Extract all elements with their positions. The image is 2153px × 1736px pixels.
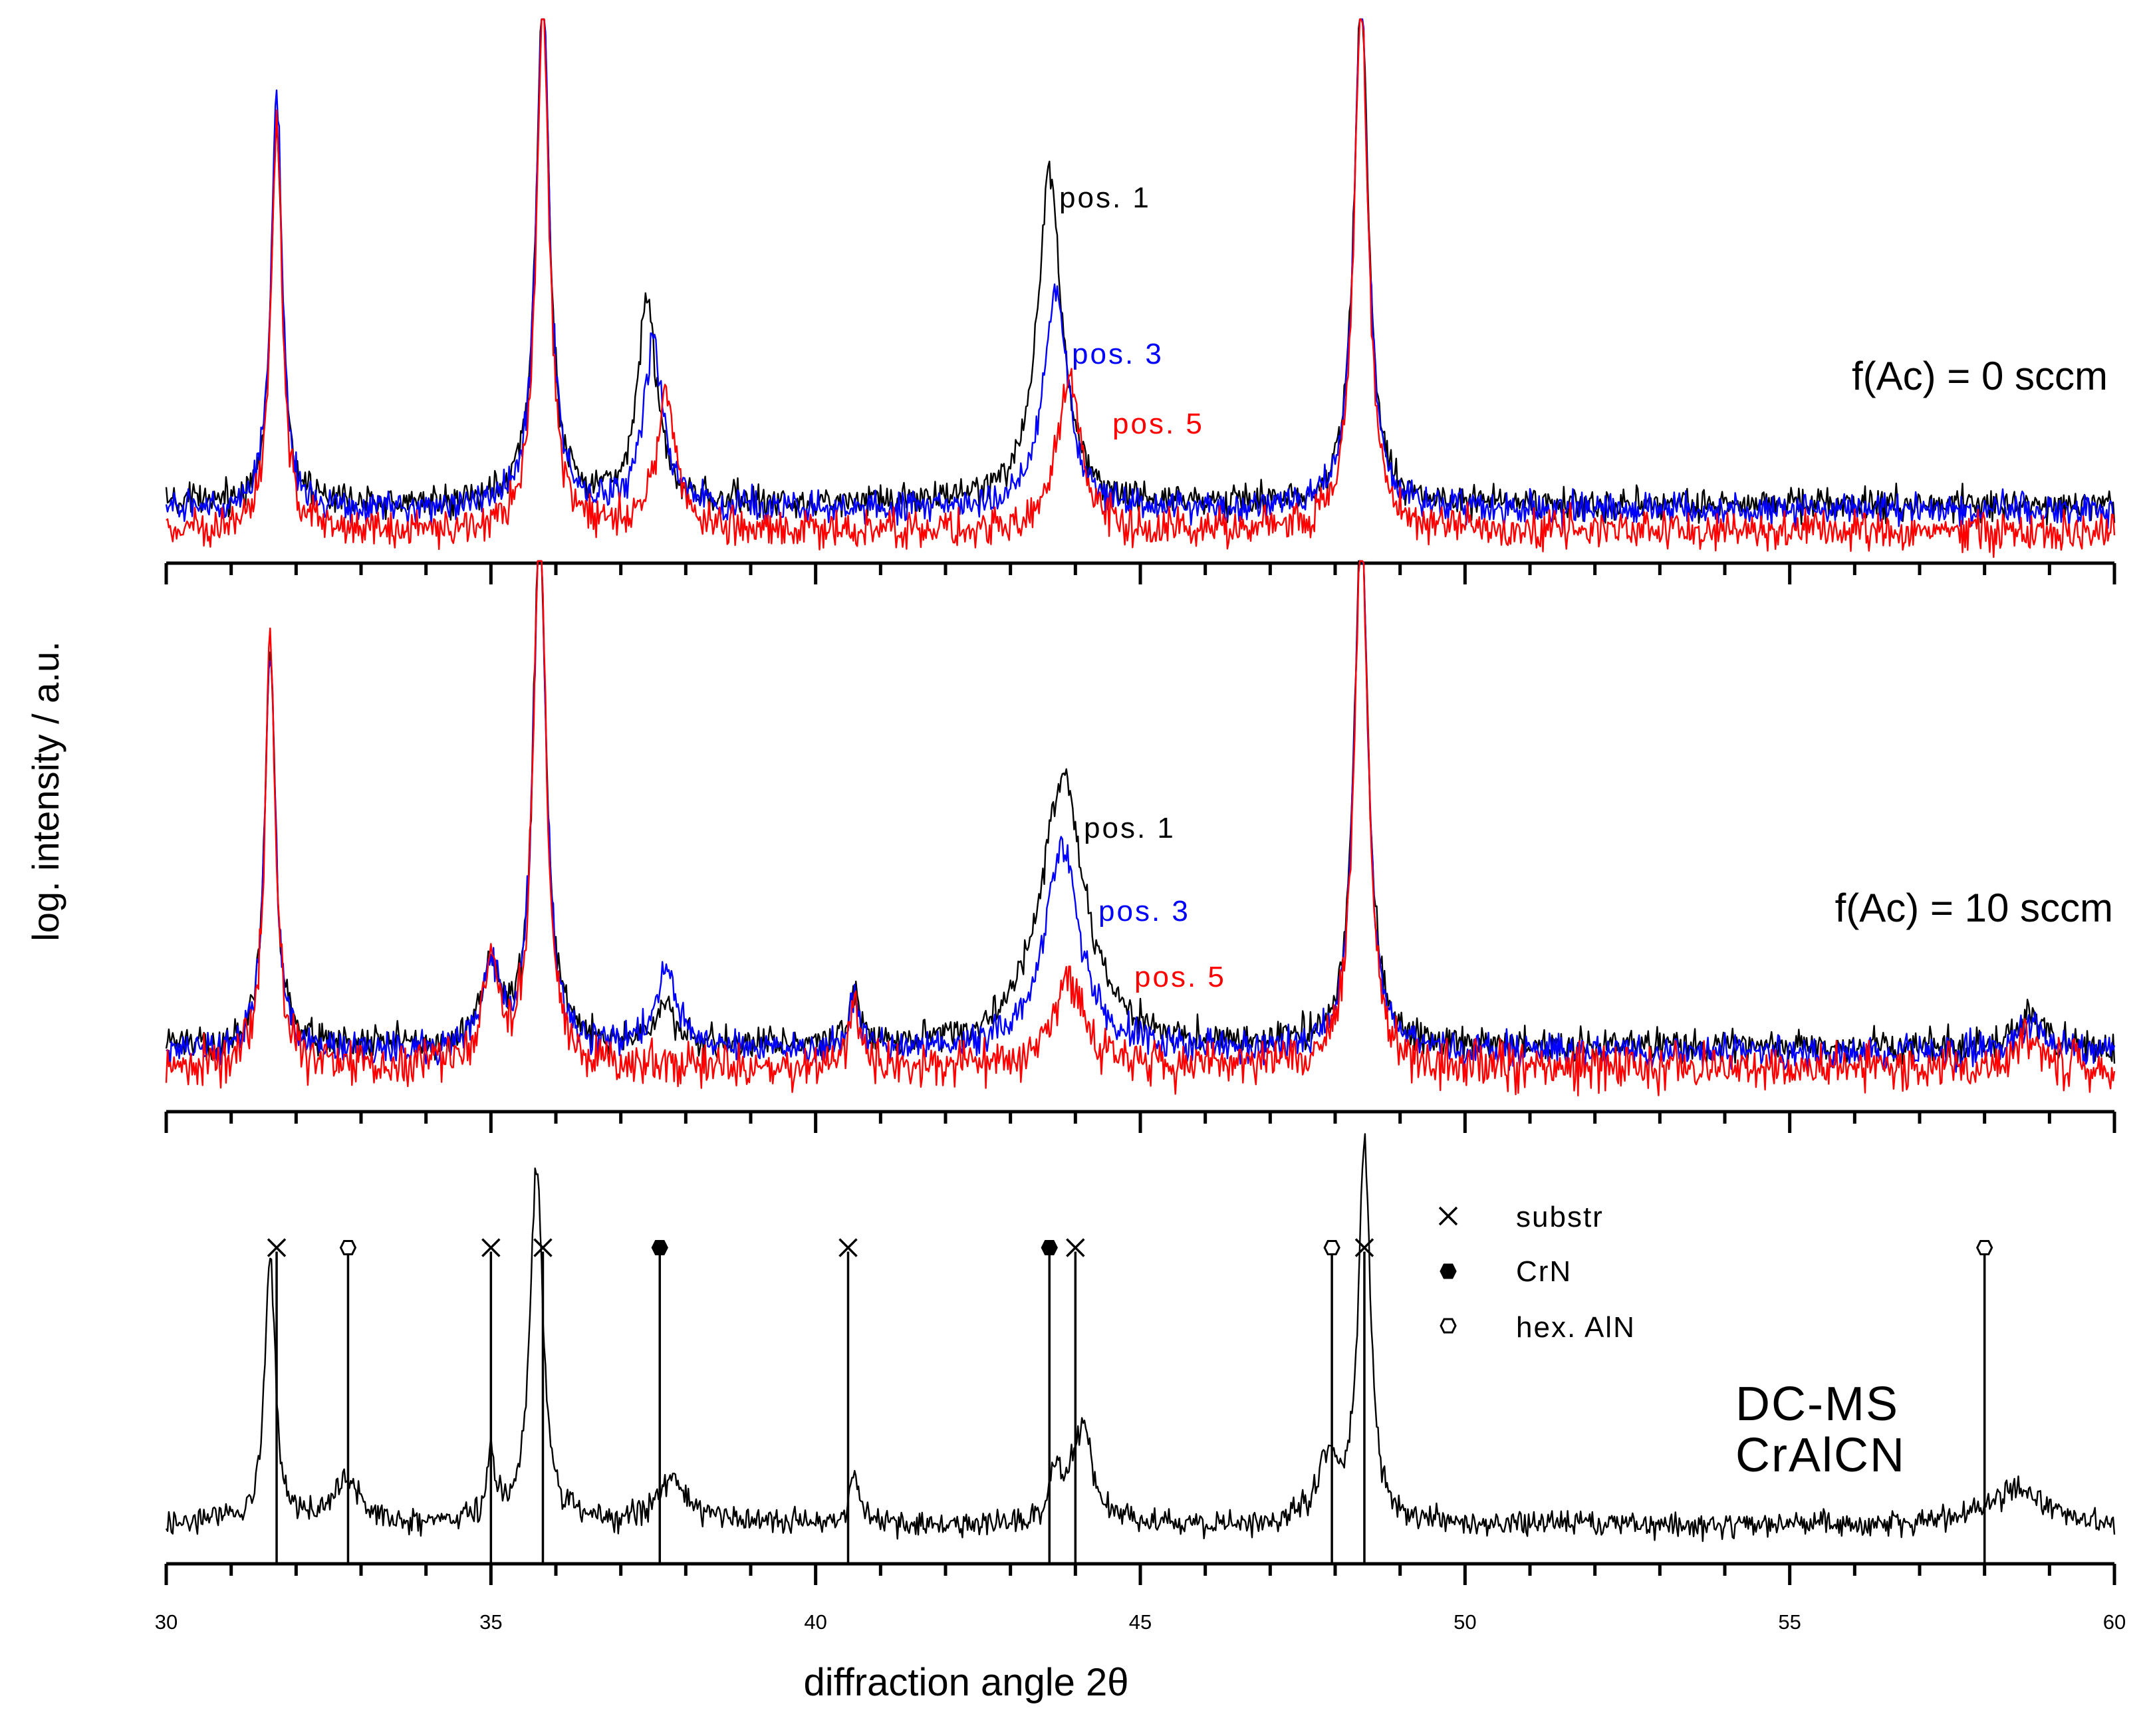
hex-aln-marker-icon (1975, 1240, 1993, 1256)
panel-1-x-axis (164, 1110, 2116, 1133)
hex-aln-marker-icon (1323, 1240, 1340, 1256)
trace-pos5-panel1 (165, 560, 2116, 1096)
y-axis-title: log. intensity / a.u. (25, 641, 66, 941)
legend-label-crn: CrN (1516, 1255, 1572, 1288)
open-hexagon-marker-icon (1440, 1318, 1457, 1334)
reference-lines (267, 1238, 1993, 1564)
substr-marker-icon (533, 1238, 553, 1257)
x-tick-label: 60 (2103, 1610, 2126, 1634)
legend-label-hex-aln: hex. AlN (1516, 1311, 1636, 1344)
filled-hexagon-marker-icon (1440, 1263, 1457, 1279)
series-label-pos3-panel0: pos. 3 (1072, 338, 1164, 370)
series-label-pos1-panel0: pos. 1 (1059, 182, 1151, 214)
x-tick-label: 45 (1129, 1610, 1152, 1634)
panel-0-x-axis (164, 561, 2116, 584)
series-label-pos3-panel1: pos. 3 (1098, 895, 1190, 928)
panel-reference: substr CrN hex. AlN DC-MS CrAlCN (164, 1133, 2116, 1585)
x-tick-label: 50 (1454, 1610, 1476, 1634)
substr-marker-icon (481, 1238, 501, 1257)
crn-marker-icon (651, 1240, 668, 1256)
crn-marker-icon (1041, 1240, 1058, 1256)
legend-item-substr: substr (1438, 1201, 1604, 1233)
panel-0-traces (165, 18, 2116, 558)
legend-item-crn: CrN (1440, 1255, 1572, 1288)
panel-fac-10-sccm: f(Ac) = 10 sccm pos. 1 pos. 3 pos. 5 (164, 560, 2116, 1133)
method-label-line2: CrAlCN (1735, 1429, 1906, 1482)
x-tick-label: 35 (479, 1610, 502, 1634)
trace-pos5-panel0 (166, 18, 2116, 558)
trace-pos3-panel0 (165, 18, 2116, 532)
series-label-pos1-panel1: pos. 1 (1084, 812, 1176, 844)
legend-label-substr: substr (1516, 1201, 1604, 1233)
substr-marker-icon (267, 1238, 287, 1257)
condition-label-1: f(Ac) = 10 sccm (1835, 886, 2113, 930)
series-label-pos5-panel1: pos. 5 (1134, 961, 1226, 993)
trace-pos3-panel1 (166, 560, 2116, 1074)
panel-2-x-axis (164, 1562, 2116, 1585)
x-tick-label: 55 (1778, 1610, 1801, 1634)
panel-fac-0-sccm: f(Ac) = 0 sccm pos. 1 pos. 3 pos. 5 (164, 18, 2116, 584)
x-axis-title: diffraction angle 2θ (803, 1661, 1128, 1704)
substr-marker-icon (838, 1238, 858, 1257)
x-tick-labels: 30 35 40 45 50 55 60 (155, 1610, 2126, 1634)
x-tick-label: 40 (804, 1610, 826, 1634)
legend-item-hex-aln: hex. AlN (1440, 1311, 1636, 1344)
method-label-line1: DC-MS (1735, 1378, 1899, 1431)
trace-reference-panel2 (165, 1133, 2116, 1543)
x-tick-label: 30 (155, 1610, 178, 1634)
panel-2-traces (165, 1133, 2116, 1543)
cross-marker-icon (1438, 1206, 1458, 1226)
phase-legend: substr CrN hex. AlN (1438, 1201, 1636, 1344)
panel-1-traces (165, 560, 2116, 1096)
substr-marker-icon (1354, 1238, 1374, 1257)
substr-marker-icon (1066, 1238, 1085, 1257)
series-label-pos5-panel0: pos. 5 (1112, 408, 1204, 440)
hex-aln-marker-icon (339, 1240, 357, 1256)
condition-label-0: f(Ac) = 0 sccm (1852, 354, 2108, 398)
